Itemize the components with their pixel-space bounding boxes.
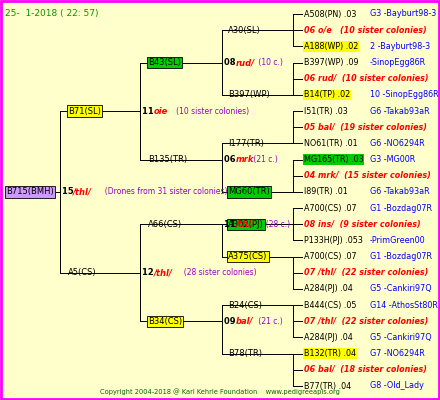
Text: 06 rud/  (10 sister colonies): 06 rud/ (10 sister colonies) [304, 74, 429, 83]
Text: B77(TR) .04: B77(TR) .04 [304, 382, 351, 390]
Text: A375(CS): A375(CS) [228, 252, 268, 261]
Text: 07 /thl/  (22 sister colonies): 07 /thl/ (22 sister colonies) [304, 268, 428, 277]
Text: G5 -Cankiri97Q: G5 -Cankiri97Q [370, 333, 432, 342]
Text: 08: 08 [224, 58, 238, 67]
Text: A700(CS) .07: A700(CS) .07 [304, 252, 357, 261]
Text: G7 -NO6294R: G7 -NO6294R [370, 349, 425, 358]
Text: I51(TR) .03: I51(TR) .03 [304, 106, 348, 116]
Text: oie: oie [154, 106, 168, 116]
Text: G1 -Bozdag07R: G1 -Bozdag07R [370, 204, 432, 212]
Text: 11: 11 [142, 106, 157, 116]
Text: I177(TR): I177(TR) [228, 139, 264, 148]
Text: A66(CS): A66(CS) [148, 220, 182, 229]
Text: 12: 12 [142, 268, 157, 277]
Text: 08 ins/  (9 sister colonies): 08 ins/ (9 sister colonies) [304, 220, 421, 229]
Text: P133H(PJ) .053: P133H(PJ) .053 [304, 236, 363, 245]
Text: G14 -AthosSt80R: G14 -AthosSt80R [370, 301, 438, 310]
Text: 05 bal/  (19 sister colonies): 05 bal/ (19 sister colonies) [304, 123, 427, 132]
Text: B71(SL): B71(SL) [68, 106, 101, 116]
Text: MG165(TR) .03: MG165(TR) .03 [304, 155, 363, 164]
Text: I89(TR) .01: I89(TR) .01 [304, 188, 348, 196]
Text: 2 -Bayburt98-3: 2 -Bayburt98-3 [370, 42, 430, 51]
Text: NO61(TR) .01: NO61(TR) .01 [304, 139, 358, 148]
Text: A284(PJ) .04: A284(PJ) .04 [304, 284, 353, 294]
Text: (21 c.): (21 c.) [251, 155, 278, 164]
Text: 25-  1-2018 ( 22: 57): 25- 1-2018 ( 22: 57) [5, 9, 99, 18]
Text: B135(TR): B135(TR) [148, 155, 187, 164]
Text: 04 mrk/  (15 sister colonies): 04 mrk/ (15 sister colonies) [304, 171, 431, 180]
Text: B715(BMH): B715(BMH) [6, 188, 54, 196]
Text: G1 -Bozdag07R: G1 -Bozdag07R [370, 252, 432, 261]
Text: mrk: mrk [236, 155, 254, 164]
Text: (10 c.): (10 c.) [256, 58, 283, 67]
Text: B397(WP): B397(WP) [228, 90, 270, 99]
Text: /thl/: /thl/ [154, 268, 173, 277]
Text: B444(CS) .05: B444(CS) .05 [304, 301, 356, 310]
Text: B34(CS): B34(CS) [148, 317, 182, 326]
Text: G3 -Bayburt98-3: G3 -Bayburt98-3 [370, 10, 436, 18]
Text: G6 -NO6294R: G6 -NO6294R [370, 139, 425, 148]
Text: 10 -SinopEgg86R: 10 -SinopEgg86R [370, 90, 439, 99]
Text: 07 /thl/  (22 sister colonies): 07 /thl/ (22 sister colonies) [304, 317, 428, 326]
Text: 09: 09 [224, 317, 238, 326]
Text: B78(TR): B78(TR) [228, 349, 262, 358]
Text: (28 sister colonies): (28 sister colonies) [179, 268, 257, 277]
Text: G3 -MG00R: G3 -MG00R [370, 155, 415, 164]
Text: (21 c.): (21 c.) [256, 317, 283, 326]
Text: A700(CS) .07: A700(CS) .07 [304, 204, 357, 212]
Text: A5(CS): A5(CS) [68, 268, 97, 277]
Text: B14(TP) .02: B14(TP) .02 [304, 90, 350, 99]
Text: A302(PJ): A302(PJ) [228, 220, 264, 229]
Text: B397(WP) .09: B397(WP) .09 [304, 58, 359, 67]
Text: Copyright 2004-2018 @ Karl Kehrle Foundation    www.pedigreeapis.org: Copyright 2004-2018 @ Karl Kehrle Founda… [100, 388, 340, 395]
Text: MG60(TR): MG60(TR) [228, 188, 270, 196]
Text: 11: 11 [224, 220, 238, 229]
Text: B132(TR) .04: B132(TR) .04 [304, 349, 356, 358]
Text: /thl/: /thl/ [236, 220, 255, 229]
Text: (28 c.): (28 c.) [261, 220, 290, 229]
Text: rud/: rud/ [236, 58, 255, 67]
Text: bal/: bal/ [236, 317, 253, 326]
Text: (Drones from 31 sister colonies): (Drones from 31 sister colonies) [100, 188, 227, 196]
Text: G8 -Old_Lady: G8 -Old_Lady [370, 382, 424, 390]
Text: A188(WP) .02: A188(WP) .02 [304, 42, 358, 51]
Text: G6 -Takab93aR: G6 -Takab93aR [370, 188, 429, 196]
Text: -PrimGreen00: -PrimGreen00 [370, 236, 425, 245]
Text: A284(PJ) .04: A284(PJ) .04 [304, 333, 353, 342]
Text: A30(SL): A30(SL) [228, 26, 261, 35]
Text: 06 o/e   (10 sister colonies): 06 o/e (10 sister colonies) [304, 26, 427, 35]
Text: G6 -Takab93aR: G6 -Takab93aR [370, 106, 429, 116]
Text: 06: 06 [224, 155, 238, 164]
Text: (10 sister colonies): (10 sister colonies) [169, 106, 249, 116]
Text: 06 bal/  (18 sister colonies): 06 bal/ (18 sister colonies) [304, 365, 427, 374]
Text: A508(PN) .03: A508(PN) .03 [304, 10, 356, 18]
Text: /thl/: /thl/ [73, 188, 92, 196]
Text: B43(SL): B43(SL) [148, 58, 181, 67]
Text: -SinopEgg86R: -SinopEgg86R [370, 58, 426, 67]
Text: 15: 15 [62, 188, 77, 196]
Text: G5 -Cankiri97Q: G5 -Cankiri97Q [370, 284, 432, 294]
Text: B24(CS): B24(CS) [228, 301, 262, 310]
